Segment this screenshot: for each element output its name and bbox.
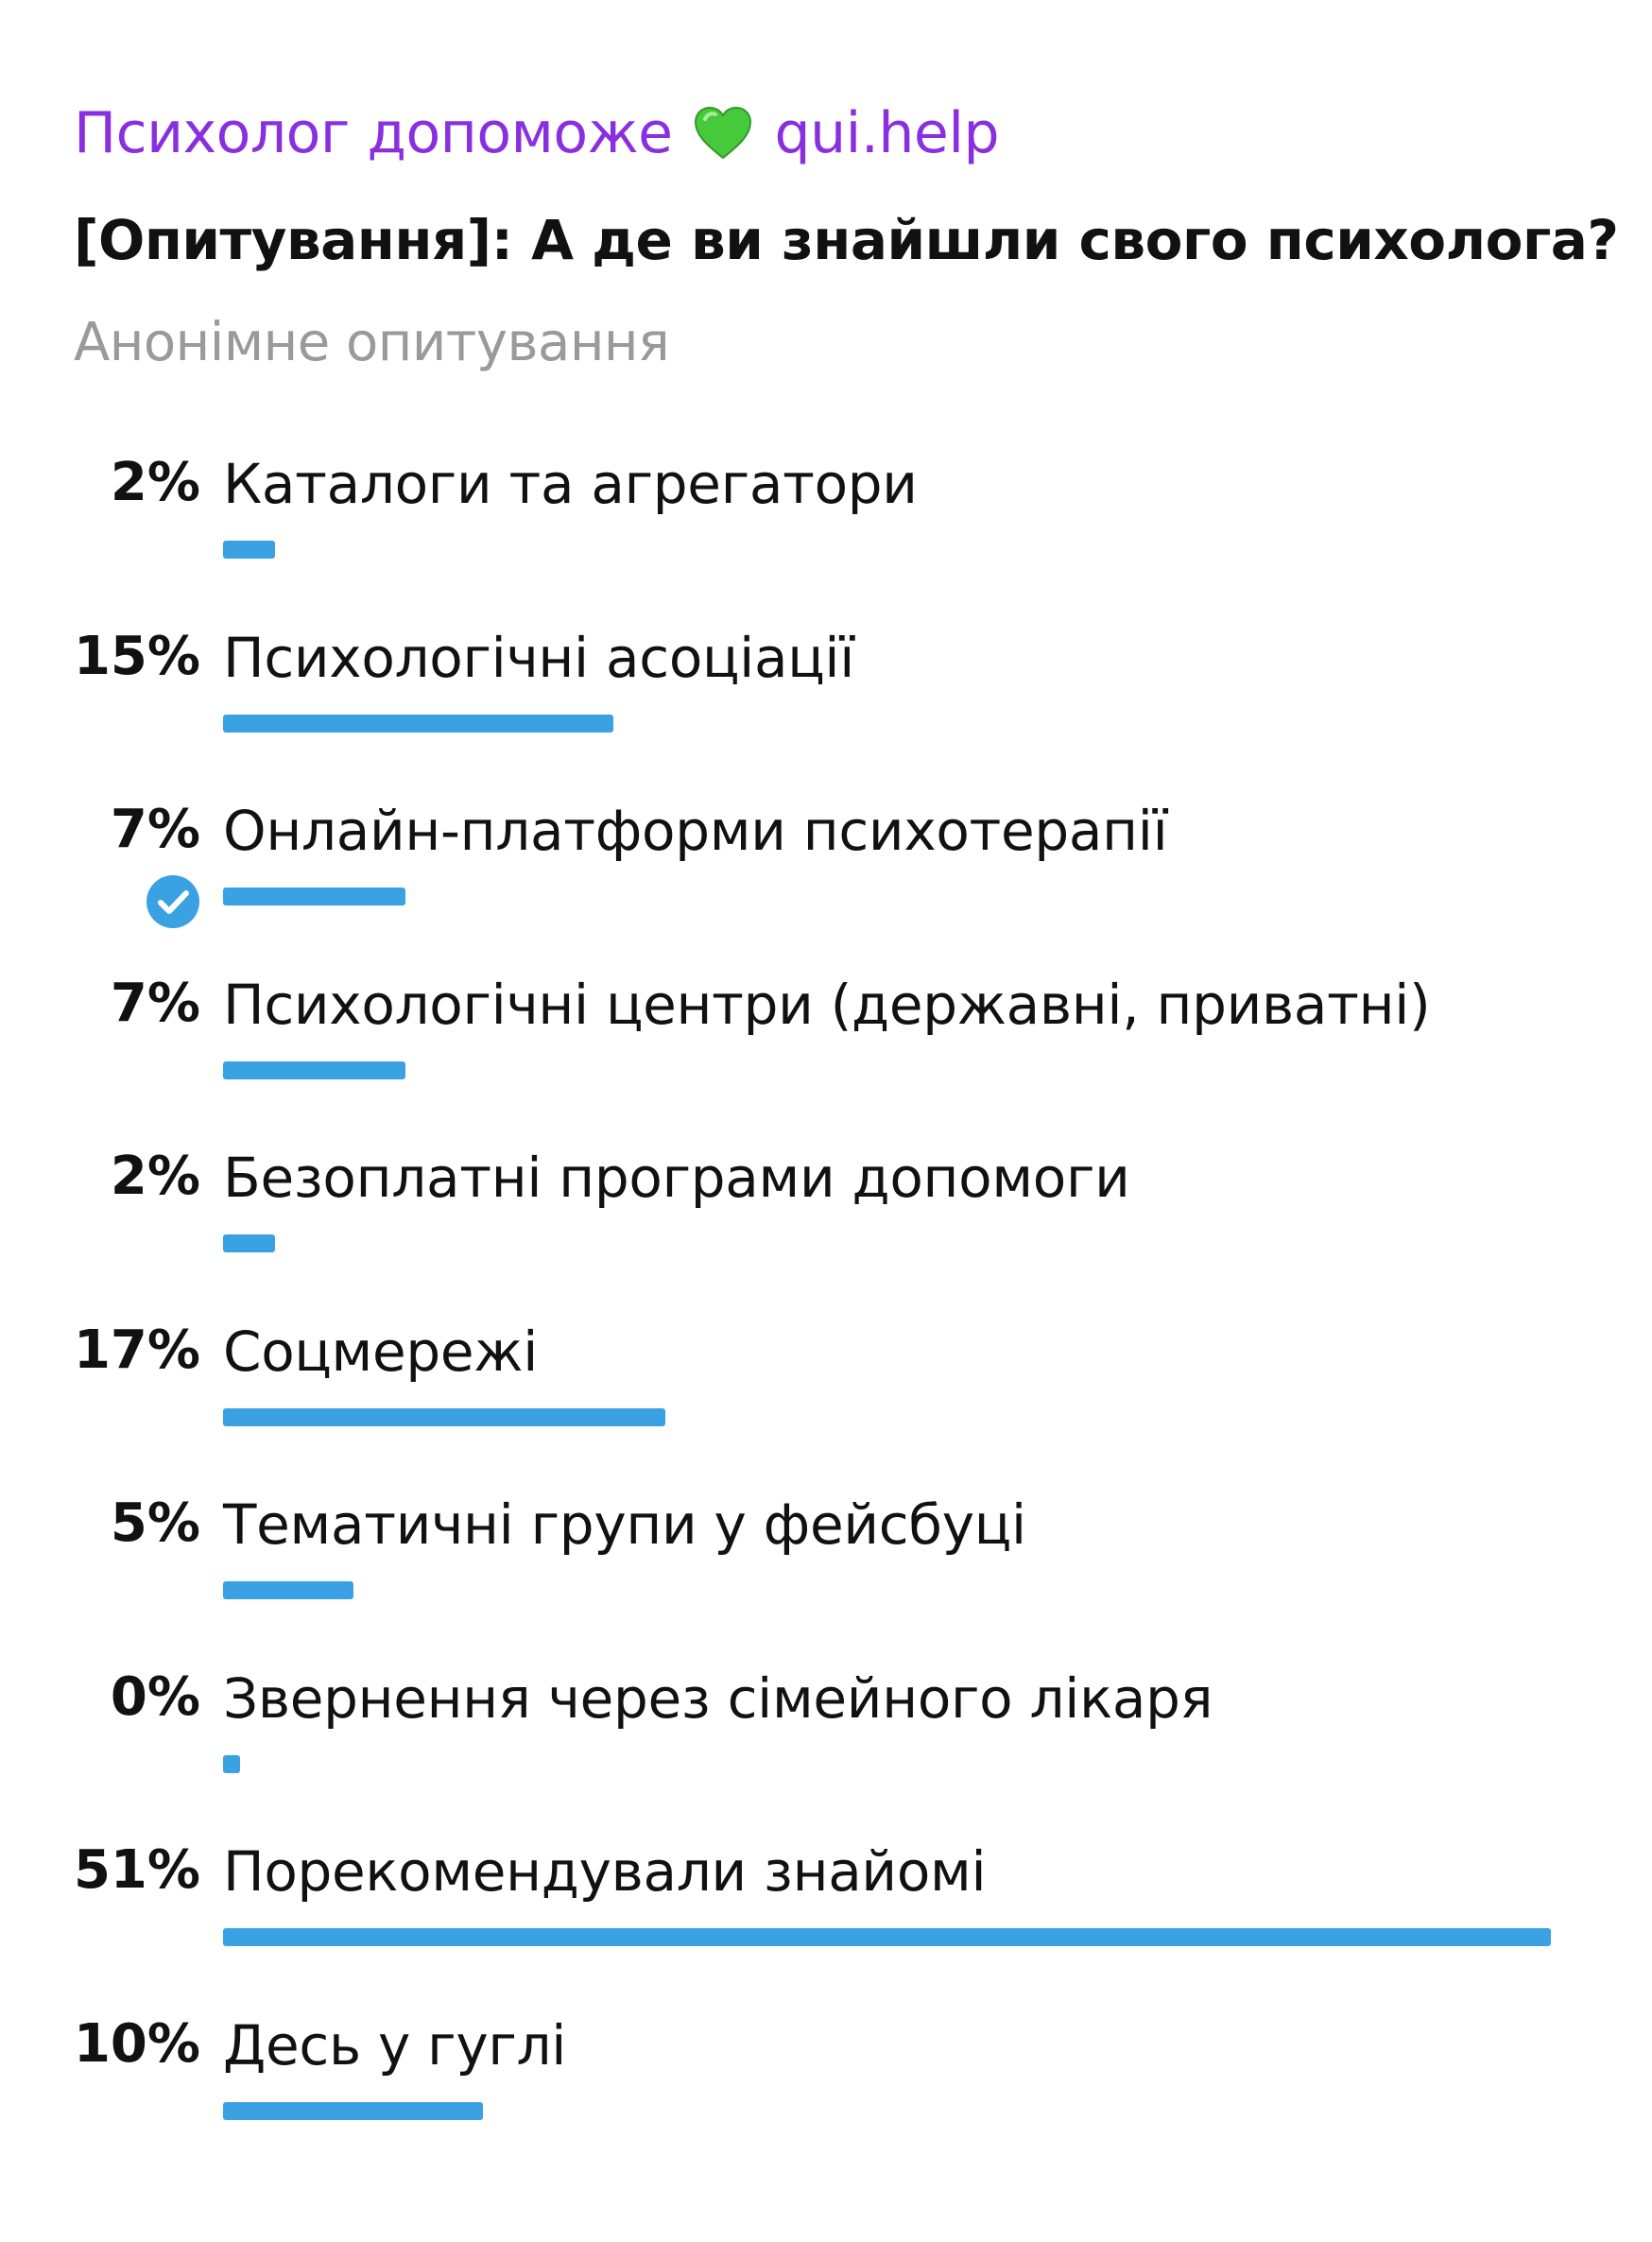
option-percent: 2% — [110, 1146, 200, 1207]
option-label: Каталоги та агрегатори — [223, 452, 918, 516]
poll-option: 17% Соцмережі — [0, 1302, 1652, 1476]
poll-option: 10% Десь у гуглі — [0, 1996, 1652, 2170]
option-label: Порекомендували знайомі — [223, 1839, 987, 1904]
option-label: Звернення через сімейного лікаря — [223, 1665, 1213, 1731]
option-result-bar — [223, 1234, 275, 1252]
option-percent: 10% — [73, 2012, 200, 2075]
channel-name[interactable]: Психолог допоможе — [74, 100, 673, 166]
poll-option: 2% Каталоги та агрегатори — [0, 435, 1652, 609]
option-label: Десь у гуглі — [223, 2012, 567, 2078]
option-label: Соцмережі — [223, 1319, 539, 1384]
voted-check-icon — [146, 875, 199, 928]
option-result-bar — [223, 2101, 483, 2120]
option-label: Психологічні центри (державні, приватні) — [223, 972, 1431, 1037]
option-label: Психологічні асоціації — [223, 625, 855, 690]
option-result-bar — [223, 714, 613, 733]
option-label: Тематичні групи у фейсбуці — [223, 1492, 1026, 1557]
option-percent: 51% — [73, 1839, 200, 1901]
option-percent: 2% — [110, 452, 200, 513]
option-result-bar — [223, 541, 275, 559]
option-percent: 17% — [73, 1319, 200, 1381]
option-result-bar — [223, 1581, 353, 1599]
poll-option: 0% Звернення через сімейного лікаря — [0, 1649, 1652, 1823]
poll-type-label: Анонімне опитування — [74, 312, 670, 373]
channel-handle[interactable]: qui.help — [774, 100, 1000, 166]
poll-option: 2% Безоплатні програми допомоги — [0, 1129, 1652, 1302]
option-result-bar — [223, 888, 405, 905]
poll-options: 2% Каталоги та агрегатори 15% Психологічні … — [0, 435, 1652, 2169]
poll-option: 7% Онлайн-платформи психотерапії — [0, 782, 1652, 956]
poll-option: 5% Тематичні групи у фейсбуці — [0, 1475, 1652, 1649]
channel-title[interactable]: Психолог допоможе qui.help — [74, 91, 1000, 176]
option-result-bar — [223, 1061, 405, 1079]
poll-question: [Опитування]: А де ви знайшли свого псих… — [74, 208, 1619, 272]
option-percent: 0% — [110, 1665, 200, 1728]
option-percent: 7% — [110, 972, 200, 1034]
option-percent: 7% — [110, 799, 200, 860]
option-percent: 5% — [110, 1492, 200, 1554]
poll-option: 51% Порекомендували знайомі — [0, 1822, 1652, 1996]
option-label: Онлайн-платформи психотерапії — [223, 799, 1168, 863]
option-label: Безоплатні програми допомоги — [223, 1146, 1130, 1210]
poll-option: 15% Психологічні асоціації — [0, 609, 1652, 783]
option-result-bar — [223, 1928, 1551, 1946]
poll-option: 7% Психологічні центри (державні, приватн… — [0, 956, 1652, 1130]
option-percent: 15% — [73, 625, 200, 687]
option-result-bar — [223, 1407, 665, 1426]
option-result-bar — [223, 1754, 240, 1773]
green-heart-icon — [694, 106, 752, 161]
